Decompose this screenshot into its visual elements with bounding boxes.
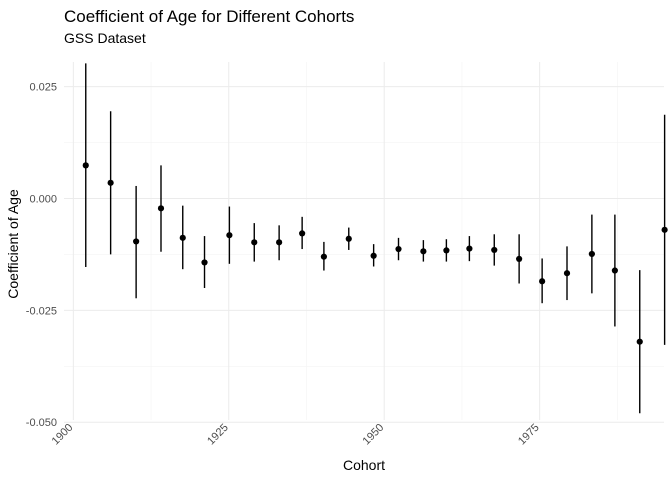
data-point — [201, 259, 208, 266]
data-point — [157, 205, 165, 212]
data-point — [370, 252, 377, 259]
y-axis-title: Coefficient of Age — [5, 189, 21, 299]
data-point — [636, 338, 643, 345]
data-point — [395, 245, 402, 253]
x-tick-label: 1950 — [361, 422, 387, 448]
data-point — [251, 239, 258, 246]
data-point — [179, 234, 186, 241]
data-point — [320, 253, 327, 260]
chart-subtitle: GSS Dataset — [64, 30, 146, 46]
data-points — [82, 162, 668, 345]
chart-title: Coefficient of Age for Different Cohorts — [64, 7, 354, 26]
y-tick-label: 0.000 — [29, 193, 57, 205]
x-axis-ticks: 1900 1925 1950 1975 — [50, 422, 542, 448]
data-point — [466, 245, 473, 252]
minor-gridlines — [64, 62, 664, 420]
y-tick-label: 0.025 — [29, 82, 57, 94]
data-point — [345, 235, 352, 242]
data-point — [420, 248, 427, 255]
data-point — [276, 239, 283, 246]
major-gridlines — [64, 62, 664, 423]
data-point — [661, 226, 668, 233]
x-tick-label: 1975 — [516, 422, 542, 448]
data-point — [82, 162, 89, 169]
data-point — [539, 278, 546, 285]
data-point — [516, 255, 523, 262]
data-point — [491, 246, 498, 254]
data-point — [443, 247, 450, 254]
data-point — [107, 179, 114, 186]
y-tick-label: -0.025 — [26, 305, 57, 317]
x-tick-label: 1925 — [205, 422, 231, 448]
data-point — [133, 238, 140, 245]
y-tick-label: -0.050 — [26, 417, 57, 429]
data-point — [226, 232, 233, 239]
y-axis-ticks: 0.025 0.000 -0.025 -0.050 — [26, 82, 57, 430]
data-point — [563, 270, 571, 277]
x-axis-title: Cohort — [343, 457, 385, 473]
data-point — [588, 250, 595, 258]
data-point — [611, 267, 618, 274]
data-point — [299, 230, 306, 237]
error-bars — [85, 63, 666, 414]
